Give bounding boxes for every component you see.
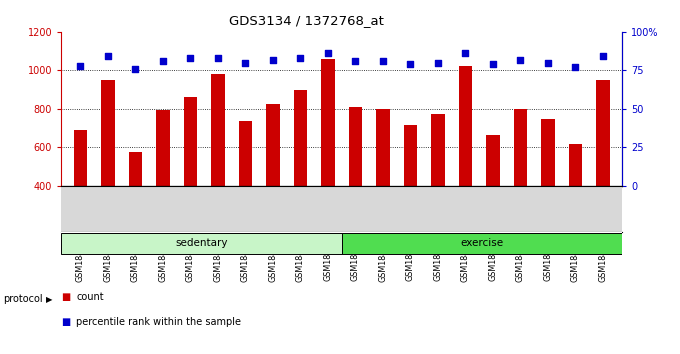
Point	[515, 57, 526, 62]
Bar	[73, 130, 87, 263]
Bar	[156, 110, 170, 263]
Point	[405, 61, 416, 67]
Point	[267, 57, 278, 62]
Point	[432, 60, 443, 65]
Point	[213, 55, 224, 61]
Point	[460, 51, 471, 56]
Bar	[596, 80, 610, 263]
Point	[377, 58, 388, 64]
Text: exercise: exercise	[460, 238, 503, 248]
Text: count: count	[76, 292, 104, 302]
Point	[570, 64, 581, 70]
Point	[488, 61, 498, 67]
Point	[350, 58, 361, 64]
Point	[75, 63, 86, 69]
Point	[240, 60, 251, 65]
Text: percentile rank within the sample: percentile rank within the sample	[76, 317, 241, 327]
Bar	[101, 80, 115, 263]
Bar	[239, 121, 252, 263]
Point	[158, 58, 169, 64]
Bar	[349, 107, 362, 263]
Bar	[431, 114, 445, 263]
Bar	[211, 74, 225, 263]
Bar	[61, 233, 341, 254]
Text: protocol: protocol	[3, 294, 43, 304]
Text: sedentary: sedentary	[175, 238, 228, 248]
Text: ▶: ▶	[46, 295, 53, 304]
Bar	[403, 125, 418, 263]
Bar	[513, 109, 527, 263]
Bar	[321, 59, 335, 263]
Text: GDS3134 / 1372768_at: GDS3134 / 1372768_at	[228, 14, 384, 27]
Point	[295, 55, 306, 61]
Point	[322, 51, 333, 56]
Bar	[184, 97, 197, 263]
Point	[130, 66, 141, 72]
Point	[598, 54, 609, 59]
Point	[103, 54, 114, 59]
Bar	[129, 152, 142, 263]
Bar	[568, 144, 582, 263]
Point	[185, 55, 196, 61]
Point	[543, 60, 554, 65]
Bar	[294, 90, 307, 263]
Bar	[541, 119, 555, 263]
Bar	[342, 233, 622, 254]
Bar	[458, 65, 473, 263]
Bar	[266, 104, 280, 263]
Bar	[486, 135, 500, 263]
Bar	[376, 109, 390, 263]
Text: ■: ■	[61, 292, 71, 302]
Text: ■: ■	[61, 317, 71, 327]
